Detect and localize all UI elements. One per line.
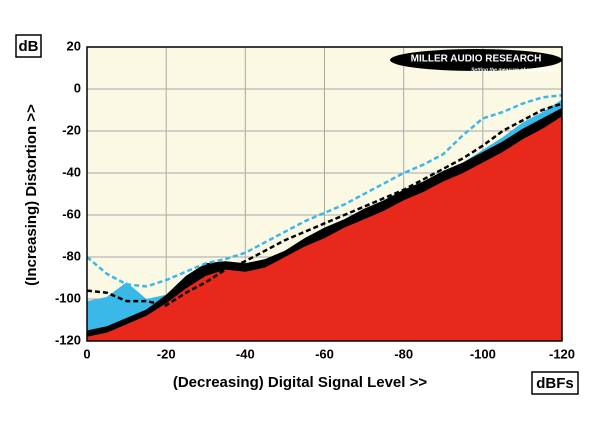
y-axis-label: (Increasing) Distortion >> xyxy=(23,104,40,286)
dashed-line xyxy=(86,94,563,288)
y-tick-label: 20 xyxy=(67,38,81,53)
x-unit: dBFs xyxy=(536,375,574,392)
x-tick-label: -80 xyxy=(394,346,413,361)
logo-badge xyxy=(390,49,562,71)
y-unit-box xyxy=(15,34,42,58)
logo: MILLER AUDIO RESEARCH xyxy=(411,54,542,65)
x-axis-label: (Decreasing) Digital Signal Level >> xyxy=(173,374,427,391)
dashed-line xyxy=(86,102,563,307)
y-tick-label: -100 xyxy=(55,290,81,305)
y-tick-label: -80 xyxy=(62,248,81,263)
x-tick-label: -60 xyxy=(315,346,334,361)
plot-frame xyxy=(86,46,563,342)
y-tick-label: -40 xyxy=(62,164,81,179)
y-tick-label: 0 xyxy=(74,80,81,95)
x-tick-label: 0 xyxy=(83,346,90,361)
x-unit-box xyxy=(531,371,579,395)
marks xyxy=(86,94,563,342)
logo-tagline: Setting the measure of sound quality xyxy=(471,67,559,73)
area xyxy=(87,116,562,341)
x-tick-label: -40 xyxy=(236,346,255,361)
y-tick-label: -20 xyxy=(62,122,81,137)
y-unit: dB xyxy=(19,38,39,55)
x-tick-label: -120 xyxy=(549,346,575,361)
y-tick-label: -120 xyxy=(55,332,81,347)
y-tick-label: -60 xyxy=(62,206,81,221)
x-tick-label: -100 xyxy=(470,346,496,361)
x-tick-label: -20 xyxy=(157,346,176,361)
